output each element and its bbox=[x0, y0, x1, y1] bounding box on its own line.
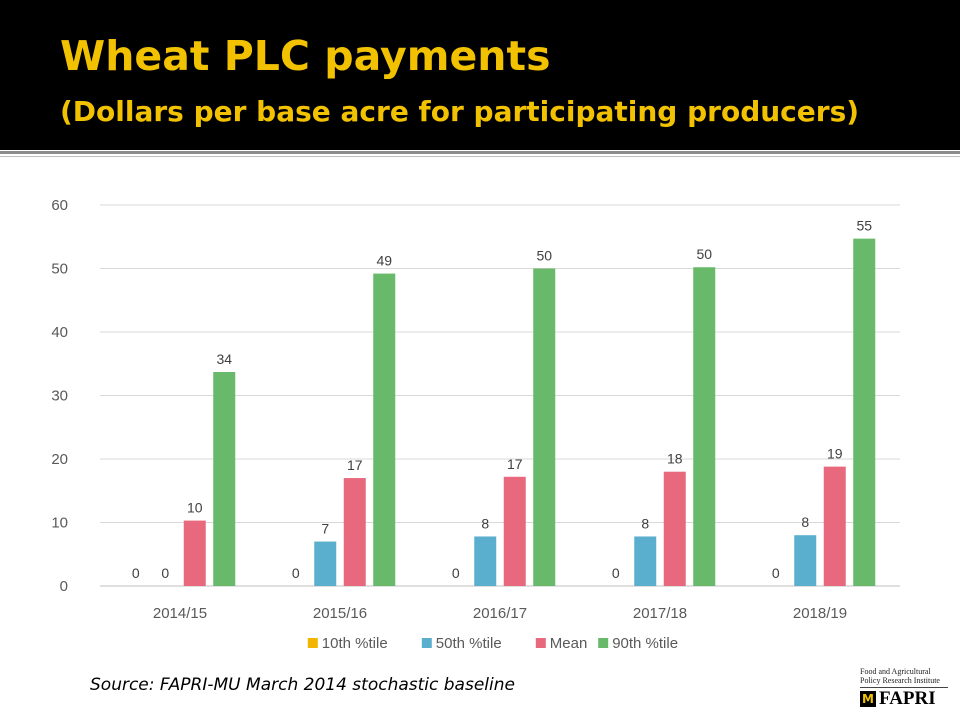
bar bbox=[343, 478, 366, 586]
bar bbox=[533, 268, 556, 586]
legend-label: 90th %tile bbox=[612, 635, 678, 652]
bar bbox=[634, 536, 657, 586]
data-label: 0 bbox=[161, 565, 169, 581]
data-label: 0 bbox=[292, 565, 300, 581]
data-label: 0 bbox=[452, 565, 460, 581]
data-label: 19 bbox=[827, 446, 843, 462]
bar bbox=[693, 267, 716, 586]
x-tick-label: 2017/18 bbox=[633, 605, 687, 622]
data-label: 50 bbox=[536, 248, 552, 264]
y-tick-label: 50 bbox=[51, 261, 68, 278]
fapri-logo: Food and Agricultural Policy Research In… bbox=[860, 667, 952, 717]
x-tick-label: 2014/15 bbox=[153, 605, 207, 622]
legend-swatch bbox=[598, 638, 609, 648]
slide-title: Wheat PLC payments bbox=[60, 32, 551, 80]
logo-word: FAPRI bbox=[879, 688, 936, 709]
data-label: 8 bbox=[481, 515, 489, 531]
bar bbox=[794, 535, 817, 586]
source-note: Source: FAPRI-MU March 2014 stochastic b… bbox=[90, 675, 515, 695]
data-label: 49 bbox=[376, 253, 392, 269]
data-label: 55 bbox=[856, 218, 872, 234]
bar bbox=[503, 476, 526, 586]
header-divider-thin bbox=[0, 156, 960, 157]
bar bbox=[373, 273, 396, 586]
header-divider bbox=[0, 151, 960, 154]
bar bbox=[853, 238, 876, 586]
logo-line-1: Food and Agricultural bbox=[860, 667, 931, 676]
bar bbox=[823, 466, 846, 586]
bar-chart: 0 10 20 30 40 50 60 0 0 10 34 0 7 17 49 0 8 17 50 0 8 18 50 0 8… bbox=[51, 197, 900, 652]
legend-label: 50th %tile bbox=[436, 635, 502, 652]
bar bbox=[474, 536, 497, 586]
data-label: 17 bbox=[507, 456, 523, 472]
data-label: 17 bbox=[347, 457, 363, 473]
data-label: 34 bbox=[216, 351, 232, 367]
bar bbox=[183, 520, 206, 586]
y-tick-label: 40 bbox=[51, 324, 68, 341]
legend-swatch bbox=[307, 638, 318, 648]
x-tick-label: 2018/19 bbox=[793, 605, 847, 622]
legend-label: Mean bbox=[550, 635, 588, 652]
y-tick-label: 10 bbox=[51, 515, 68, 532]
x-axis-ticks: 2014/15 2015/16 2016/17 2017/18 2018/19 bbox=[153, 605, 847, 622]
x-tick-label: 2016/17 bbox=[473, 605, 527, 622]
y-tick-label: 30 bbox=[51, 388, 68, 405]
y-tick-label: 0 bbox=[60, 578, 68, 595]
y-tick-label: 60 bbox=[51, 197, 68, 214]
legend-swatch bbox=[535, 638, 546, 648]
logo-line-2: Policy Research Institute bbox=[860, 676, 940, 685]
bar bbox=[213, 372, 236, 586]
data-label: 8 bbox=[801, 514, 809, 530]
y-axis-ticks: 0 10 20 30 40 50 60 bbox=[51, 197, 68, 595]
y-tick-label: 20 bbox=[51, 451, 68, 468]
data-label: 18 bbox=[667, 451, 683, 467]
chart-legend: 10th %tile 50th %tile Mean 90th %tile bbox=[307, 635, 678, 652]
data-label: 10 bbox=[187, 500, 203, 516]
chart-bars bbox=[183, 238, 876, 586]
data-label: 7 bbox=[321, 521, 329, 537]
data-label: 50 bbox=[696, 246, 712, 262]
legend-swatch bbox=[421, 638, 432, 648]
data-label: 8 bbox=[641, 515, 649, 531]
title-bar: Wheat PLC payments (Dollars per base acr… bbox=[0, 0, 960, 150]
mizzou-m-icon: M bbox=[860, 691, 876, 707]
x-tick-label: 2015/16 bbox=[313, 605, 367, 622]
bar bbox=[314, 541, 337, 586]
data-label: 0 bbox=[132, 565, 140, 581]
data-labels: 0 0 10 34 0 7 17 49 0 8 17 50 0 8 18 50 0 8 19 55 bbox=[132, 218, 872, 581]
slide-subtitle: (Dollars per base acre for participating… bbox=[60, 95, 860, 128]
logo-divider bbox=[860, 687, 948, 688]
bar bbox=[663, 471, 686, 586]
legend-label: 10th %tile bbox=[322, 635, 388, 652]
logo-wordmark: M FAPRI bbox=[860, 688, 952, 709]
data-label: 0 bbox=[612, 565, 620, 581]
data-label: 0 bbox=[772, 565, 780, 581]
